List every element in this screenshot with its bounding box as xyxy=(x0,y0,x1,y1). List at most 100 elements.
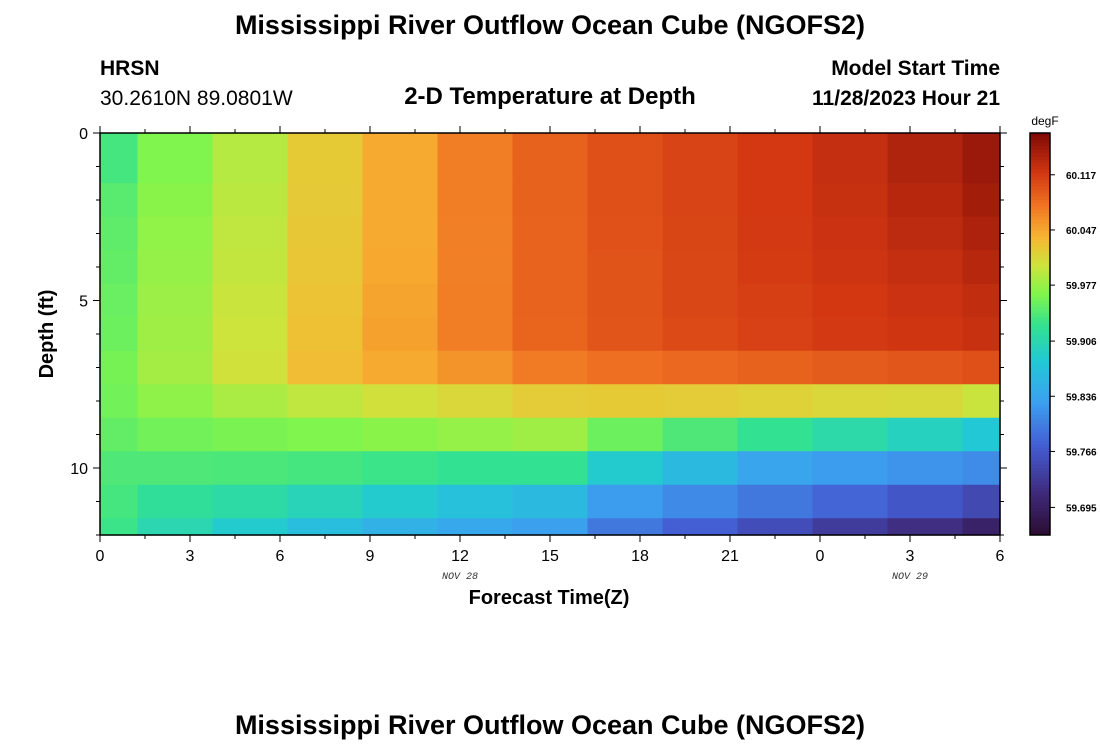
colorbar-swatch xyxy=(1030,226,1050,231)
station-name: HRSN xyxy=(100,57,160,80)
y-axis-title: Depth (ft) xyxy=(36,290,58,379)
heatmap-cell xyxy=(587,317,664,352)
colorbar-label: 59.836 xyxy=(1066,392,1097,403)
heatmap-cell xyxy=(212,384,289,419)
heatmap-cell xyxy=(587,350,664,385)
heatmap-cell xyxy=(212,350,289,385)
x-tick-label: 3 xyxy=(186,548,195,565)
heatmap-cell xyxy=(512,518,589,536)
x-tick-label: 12 xyxy=(451,548,469,565)
colorbar-swatch xyxy=(1030,508,1050,513)
chart-subtitle: 2-D Temperature at Depth xyxy=(404,83,696,110)
colorbar-label: 59.695 xyxy=(1066,503,1097,514)
heatmap-cells xyxy=(100,133,1001,536)
colorbar-swatch xyxy=(1030,481,1050,486)
colorbar-swatch xyxy=(1030,143,1050,147)
heatmap-cell xyxy=(212,518,289,536)
colorbar-swatch xyxy=(1030,528,1050,533)
colorbar-swatch xyxy=(1030,323,1050,328)
heatmap-cell xyxy=(512,183,589,218)
colorbar-swatch xyxy=(1030,380,1050,385)
colorbar-swatch xyxy=(1030,250,1050,255)
colorbar-swatch xyxy=(1030,330,1050,335)
heatmap-cell xyxy=(100,451,139,486)
y-tick-label: 0 xyxy=(79,126,88,143)
heatmap-cell xyxy=(287,216,364,251)
colorbar-swatch xyxy=(1030,327,1050,332)
colorbar-swatch xyxy=(1030,524,1050,529)
colorbar-swatch xyxy=(1030,411,1050,415)
heatmap-cell xyxy=(962,283,1001,318)
colorbar-swatch xyxy=(1030,491,1050,496)
x-tick-label: 21 xyxy=(721,548,739,565)
heatmap-cell xyxy=(437,133,514,184)
heatmap-cell xyxy=(362,283,439,318)
heatmap-cell xyxy=(812,350,889,385)
heatmap-cell xyxy=(887,250,964,285)
colorbar-swatch xyxy=(1030,320,1050,325)
colorbar-swatch xyxy=(1030,163,1050,167)
heatmap-cell xyxy=(512,317,589,352)
heatmap-cell xyxy=(212,133,289,184)
colorbar-swatch xyxy=(1030,139,1050,144)
colorbar-swatch xyxy=(1030,407,1050,412)
heatmap-cell xyxy=(137,283,214,318)
x-tick-label: 6 xyxy=(276,548,285,565)
heatmap-cell xyxy=(962,417,1001,452)
heatmap-cell xyxy=(662,183,739,218)
heatmap-cell xyxy=(100,317,139,352)
colorbar-swatch xyxy=(1030,451,1050,456)
heatmap-cell xyxy=(887,384,964,419)
colorbar-swatch xyxy=(1030,374,1050,379)
colorbar-swatch xyxy=(1030,290,1050,295)
heatmap-cell xyxy=(887,451,964,486)
heatmap-cell xyxy=(737,283,814,318)
colorbar-swatch xyxy=(1030,203,1050,208)
heatmap-cell xyxy=(962,384,1001,419)
colorbar-swatch xyxy=(1030,347,1050,352)
heatmap-cell xyxy=(362,133,439,184)
heatmap-cell xyxy=(662,216,739,251)
colorbar-border xyxy=(1029,132,1051,536)
colorbar-label: 59.766 xyxy=(1066,447,1097,458)
heatmap-cell xyxy=(737,451,814,486)
colorbar-swatch xyxy=(1030,437,1050,442)
colorbar-swatch xyxy=(1030,297,1050,301)
colorbar-swatch xyxy=(1030,220,1050,224)
x-tick-label: 0 xyxy=(816,548,825,565)
heatmap-cell xyxy=(512,350,589,385)
colorbar-swatch xyxy=(1030,511,1050,516)
colorbar-swatch xyxy=(1030,179,1050,184)
colorbar-swatch xyxy=(1030,364,1050,368)
heatmap-cell xyxy=(962,216,1001,251)
heatmap-cell xyxy=(362,518,439,536)
heatmap-cell xyxy=(962,317,1001,352)
colorbar-swatch xyxy=(1030,384,1050,389)
heatmap-cell xyxy=(362,417,439,452)
heatmap-cell xyxy=(100,417,139,452)
colorbar-swatch xyxy=(1030,514,1050,519)
heatmap-cell xyxy=(662,250,739,285)
colorbar-label: 59.906 xyxy=(1066,337,1097,348)
heatmap-cell xyxy=(437,384,514,419)
heatmap-cell xyxy=(212,417,289,452)
colorbar-swatch xyxy=(1030,136,1050,141)
colorbar-swatch xyxy=(1030,504,1050,509)
heatmap-cell xyxy=(437,216,514,251)
heatmap-cell xyxy=(437,317,514,352)
heatmap-cell xyxy=(287,350,364,385)
colorbar-swatch xyxy=(1030,360,1050,365)
heatmap-cell xyxy=(887,283,964,318)
colorbar-swatch xyxy=(1030,273,1050,278)
heatmap-cell xyxy=(887,484,964,519)
colorbar-swatch xyxy=(1030,370,1050,375)
colorbar-swatch xyxy=(1030,461,1050,466)
colorbar-swatch xyxy=(1030,414,1050,419)
colorbar-swatch xyxy=(1030,166,1050,171)
colorbar-swatch xyxy=(1030,434,1050,439)
colorbar-unit: degF xyxy=(1031,114,1058,128)
colorbar-swatch xyxy=(1030,484,1050,489)
heatmap-cell xyxy=(100,183,139,218)
heatmap-cell xyxy=(887,518,964,536)
